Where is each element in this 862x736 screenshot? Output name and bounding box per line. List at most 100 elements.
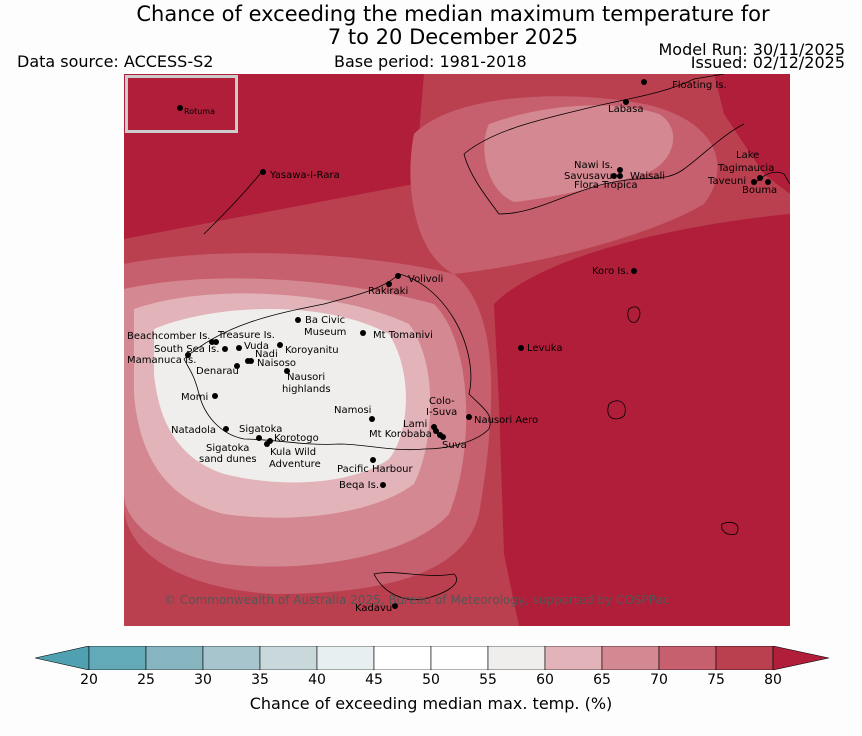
place-label-bouma: Bouma: [742, 185, 778, 196]
place-label-colo2: I-Suva: [426, 407, 458, 418]
place-label-yasawa: Yasawa-I-Rara: [270, 170, 340, 181]
colorbar-tick-60: 60: [536, 672, 554, 688]
place-label-naisoso: Naisoso: [257, 358, 297, 369]
place-marker-sigatoka: [256, 435, 262, 441]
place-label-sigdunes1: Sigatoka: [206, 443, 250, 454]
place-label-suva: Suva: [442, 440, 467, 451]
place-marker-nausori-h1: [284, 368, 290, 374]
place-marker-suva: [440, 434, 446, 440]
place-marker-beqa: [380, 482, 386, 488]
place-label-tagimaucia: Tagimaucia: [718, 163, 775, 174]
place-label-koroyanitu: Koroyanitu: [285, 345, 339, 356]
place-label-beachcomber: Beachcomber Is.: [127, 331, 211, 342]
place-label-rakiraki: Rakiraki: [368, 286, 409, 297]
place-label-kadavu: Kadavu: [355, 603, 393, 614]
place-label-treasure: Treasure Is.: [218, 330, 275, 341]
colorbar-tick-25: 25: [137, 672, 155, 688]
place-marker-waisali: [617, 173, 623, 179]
place-marker-bacivic: [295, 317, 301, 323]
colorbar-tick-70: 70: [650, 672, 668, 688]
place-label-volivoli: Volivoli: [408, 274, 444, 285]
place-label-colo1: Colo-: [429, 396, 455, 407]
data-source: Data source: ACCESS-S2: [17, 52, 214, 71]
place-label-beqa: Beqa Is.: [339, 480, 380, 491]
place-label-nausori-h2: highlands: [282, 384, 331, 395]
place-marker-vuda: [236, 345, 242, 351]
place-marker-pacharbour: [370, 457, 376, 463]
contour-55-west: [154, 309, 406, 483]
place-label-denarau: Denarau: [196, 366, 239, 377]
colorbar-tick-65: 65: [593, 672, 611, 688]
place-marker-nausori-aero: [466, 414, 472, 420]
place-marker-kula1: [264, 441, 270, 447]
colorbar-tick-50: 50: [422, 672, 440, 688]
taveuni-coast: [753, 171, 790, 185]
place-label-nausori-h1: Nausori: [287, 372, 326, 383]
place-marker-mamanuca: [185, 352, 191, 358]
place-label-kula2: Adventure: [269, 459, 321, 470]
southeast-islet: [721, 521, 739, 535]
yasawa-chain: [203, 168, 265, 235]
rotuma-label: Rotuma: [184, 107, 215, 116]
place-marker-savusavu: [611, 173, 617, 179]
place-label-natadola: Natadola: [171, 425, 217, 436]
koro-coast: [627, 306, 641, 323]
place-label-kula1: Kula Wild: [270, 447, 317, 458]
place-marker-tagimaucia: [757, 175, 763, 181]
rotuma-inset: Rotuma: [125, 75, 238, 133]
title-line-2: 7 to 20 December 2025: [327, 25, 579, 49]
place-label-sigatoka: Sigatoka: [239, 424, 283, 435]
place-marker-beachcomber: [209, 339, 215, 345]
vanua-levu-south: [463, 123, 745, 215]
colorbar-cell-5: [316, 646, 375, 670]
place-label-lami: Lami: [403, 419, 428, 430]
issued-date: Issued: 02/12/2025: [690, 53, 845, 72]
colorbar-under-triangle: [35, 646, 90, 670]
place-label-bacivic: Ba Civic: [305, 315, 346, 326]
place-label-momi: Momi: [181, 392, 209, 403]
place-label-levuka: Levuka: [527, 343, 563, 354]
place-label-flora: Flora Tropica: [574, 180, 638, 191]
place-marker-lami: [433, 428, 439, 434]
place-label-nadi: Nadi: [255, 349, 278, 360]
place-label-nawi: Nawi Is.: [574, 160, 614, 171]
place-label-labasa: Labasa: [608, 104, 644, 115]
colorbar-cell-9: [544, 646, 603, 670]
place-label-sigdunes2: sand dunes: [199, 454, 257, 465]
gau-coast: [607, 400, 626, 420]
coastlines: [183, 74, 790, 600]
place-label-korotogo: Korotogo: [274, 433, 319, 444]
place-marker-bouma: [765, 179, 771, 185]
model-run: Model Run: 30/11/2025: [658, 40, 846, 59]
place-marker-taveuni: [751, 179, 757, 185]
colorbar-title: Chance of exceeding median max. temp. (%…: [249, 694, 613, 713]
colorbar-cell-4: [259, 646, 318, 670]
place-label-mamanuca: Mamanuca Is.: [127, 355, 197, 366]
colorbar-cell-11: [658, 646, 717, 670]
colorbar: [35, 646, 829, 670]
title-line-1: Chance of exceeding the median maximum t…: [136, 2, 770, 26]
place-marker-korotogo: [267, 438, 273, 444]
colorbar-cell-2: [145, 646, 204, 670]
place-marker-denarau: [234, 363, 240, 369]
place-label-floating-is: Floating Is.: [672, 80, 727, 91]
colorbar-tick-30: 30: [194, 672, 212, 688]
contour-80-east: [494, 214, 790, 626]
place-marker-treasure: [213, 339, 219, 345]
place-marker-yasawa: [260, 169, 266, 175]
place-label-mttomanivi: Mt Tomanivi: [373, 330, 433, 341]
place-marker-natadola: [223, 426, 229, 432]
place-label-waisali: Waisali: [630, 171, 666, 182]
place-marker-namosi: [369, 416, 375, 422]
place-label-taveuni: Taveuni: [708, 176, 747, 187]
place-label-southsea: South Sea Is.: [154, 344, 220, 355]
colorbar-tick-40: 40: [308, 672, 326, 688]
probability-contours: [124, 74, 790, 626]
place-marker-colo1: [431, 424, 437, 430]
colorbar-tick-80: 80: [764, 672, 782, 688]
place-marker-nawi: [617, 167, 623, 173]
place-marker-floating-is: [641, 79, 647, 85]
place-label-nausori-aero: Nausori Aero: [474, 415, 539, 426]
place-marker-koro: [631, 268, 637, 274]
place-marker-levuka: [518, 345, 524, 351]
